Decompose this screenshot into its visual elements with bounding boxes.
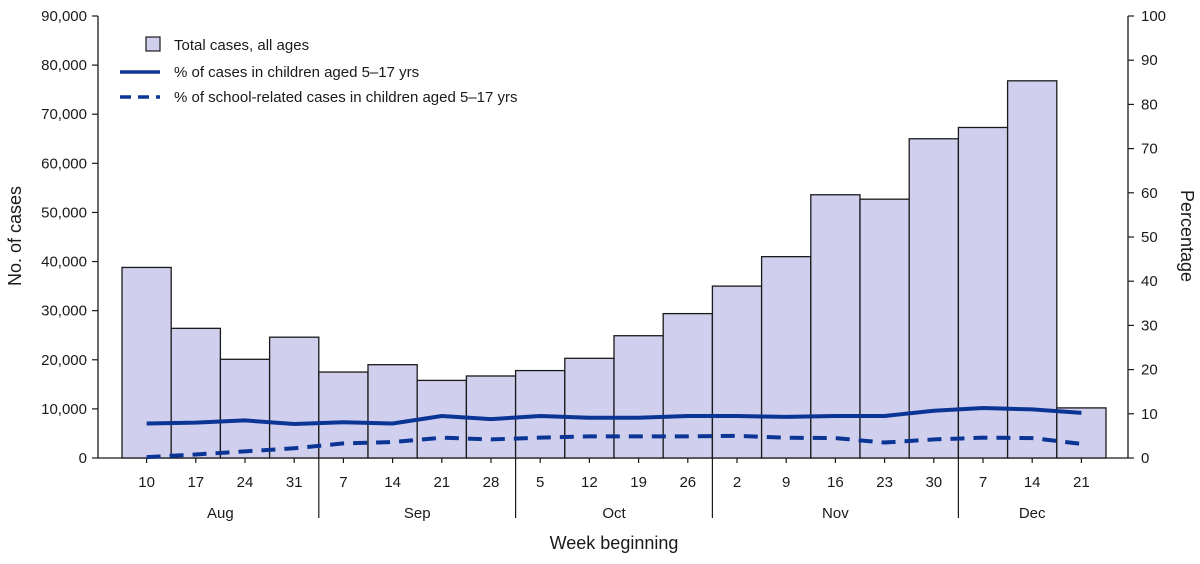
bar xyxy=(1006,80,1058,459)
y-left-tick-label: 70,000 xyxy=(41,106,87,123)
axes-layer: 0 10,000 20,000 30,000 40,000 50,000 60,000 70,… xyxy=(41,8,1166,522)
y-right-tick-label: 10 xyxy=(1141,406,1158,423)
y-left-tick-label: 50,000 xyxy=(41,204,87,221)
bar xyxy=(957,126,1009,459)
bar xyxy=(170,327,222,459)
x-tick-label: 31 xyxy=(286,474,303,491)
legend-label-total-cases: Total cases, all ages xyxy=(174,37,309,54)
bar xyxy=(613,335,664,459)
x-axis-title: Week beginning xyxy=(550,533,679,553)
bar xyxy=(662,312,714,459)
month-label: Sep xyxy=(404,505,431,522)
x-tick-label: 5 xyxy=(536,474,544,491)
x-tick-label: 30 xyxy=(925,474,942,491)
y-left-tick-label: 60,000 xyxy=(41,155,87,172)
y-left-tick-label: 0 xyxy=(79,450,87,467)
y-left-tick-label: 20,000 xyxy=(41,352,87,369)
x-tick-label: 28 xyxy=(483,474,500,491)
series-line-children-cases xyxy=(146,406,1082,426)
y-right-tick-label: 20 xyxy=(1141,362,1158,379)
x-tick-label: 10 xyxy=(138,474,155,491)
bar xyxy=(564,357,615,459)
bar xyxy=(268,336,320,459)
month-label: Dec xyxy=(1019,505,1046,522)
bar xyxy=(711,285,763,459)
month-label: Oct xyxy=(602,505,626,522)
x-tick-label: 26 xyxy=(679,474,696,491)
y-right-tick-label: 100 xyxy=(1141,8,1166,25)
y-left-tick-label: 90,000 xyxy=(41,8,87,25)
y-right-tick-label: 60 xyxy=(1141,185,1158,202)
y-left-tick-label: 30,000 xyxy=(41,303,87,320)
y-left-tick-label: 40,000 xyxy=(41,254,87,271)
x-tick-label: 24 xyxy=(237,474,254,491)
legend-swatch-bar xyxy=(145,36,161,52)
legend-label-school-cases: % of school-related cases in children ag… xyxy=(174,89,518,106)
x-tick-label: 23 xyxy=(876,474,893,491)
x-tick-label: 7 xyxy=(339,474,347,491)
legend: Total cases, all ages % of cases in chil… xyxy=(120,36,518,106)
bar xyxy=(760,255,812,459)
x-tick-label: 14 xyxy=(384,474,401,491)
bar xyxy=(1056,407,1107,459)
x-tick-label: 21 xyxy=(1073,474,1090,491)
bar xyxy=(219,358,271,459)
month-label: Aug xyxy=(207,505,234,522)
x-tick-label: 17 xyxy=(187,474,204,491)
y-axis-right-title: Percentage xyxy=(1177,190,1197,282)
lines-layer xyxy=(146,406,1082,460)
bar xyxy=(859,198,910,459)
y-right-tick-label: 0 xyxy=(1141,450,1149,467)
x-tick-label: 16 xyxy=(827,474,844,491)
y-axis-left-title: No. of cases xyxy=(5,186,25,286)
bars-layer xyxy=(121,80,1107,459)
y-right-tick-label: 50 xyxy=(1141,229,1158,246)
bar xyxy=(810,194,861,459)
y-left-tick-label: 10,000 xyxy=(41,401,87,418)
x-tick-label: 9 xyxy=(782,474,790,491)
y-right-tick-label: 80 xyxy=(1141,96,1158,113)
y-left-tick-label: 80,000 xyxy=(41,57,87,74)
x-tick-label: 12 xyxy=(581,474,598,491)
y-right-tick-label: 90 xyxy=(1141,52,1158,69)
x-tick-label: 19 xyxy=(630,474,647,491)
x-tick-label: 2 xyxy=(733,474,741,491)
x-tick-label: 14 xyxy=(1024,474,1041,491)
y-right-tick-label: 30 xyxy=(1141,317,1158,334)
legend-label-children-cases: % of cases in children aged 5–17 yrs xyxy=(174,64,419,81)
bar xyxy=(367,364,418,459)
bar xyxy=(121,266,172,459)
series-line-school-cases xyxy=(146,433,1082,460)
x-tick-label: 21 xyxy=(433,474,450,491)
y-right-tick-label: 40 xyxy=(1141,273,1158,290)
y-right-tick-label: 70 xyxy=(1141,141,1158,158)
month-label: Nov xyxy=(822,505,849,522)
x-tick-label: 7 xyxy=(979,474,987,491)
